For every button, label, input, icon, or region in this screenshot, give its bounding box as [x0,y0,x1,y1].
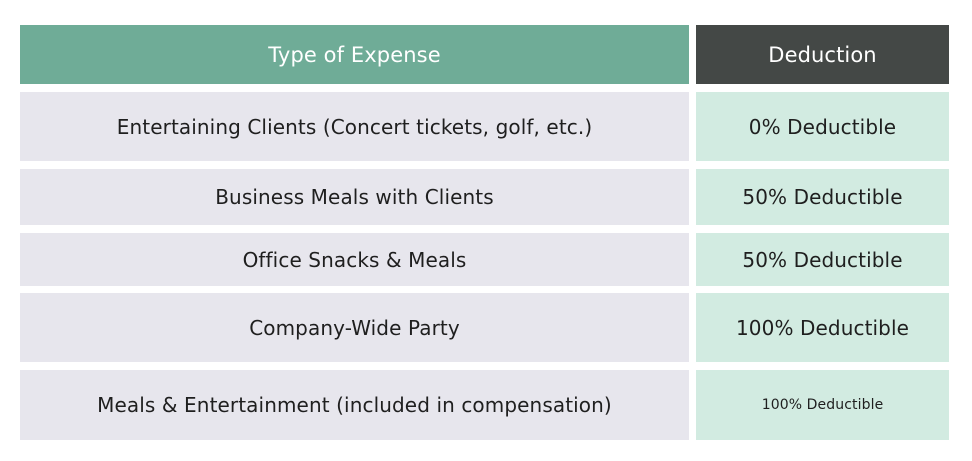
expense-cell-business-meals: Business Meals with Clients [20,169,689,225]
deduction-cell-business-meals: 50% Deductible [696,169,949,225]
expense-cell-office-snacks: Office Snacks & Meals [20,233,689,286]
expense-cell-company-wide-party: Company-Wide Party [20,293,689,362]
deduction-cell-entertaining-clients: 0% Deductible [696,92,949,161]
expense-cell-entertaining-clients: Entertaining Clients (Concert tickets, g… [20,92,689,161]
header-deduction: Deduction [696,25,949,84]
deduction-cell-company-wide-party: 100% Deductible [696,293,949,362]
deduction-cell-office-snacks: 50% Deductible [696,233,949,286]
deduction-cell-meals-entertainment-compensation: 100% Deductible [696,370,949,440]
expense-cell-meals-entertainment-compensation: Meals & Entertainment (included in compe… [20,370,689,440]
header-type-of-expense: Type of Expense [20,25,689,84]
